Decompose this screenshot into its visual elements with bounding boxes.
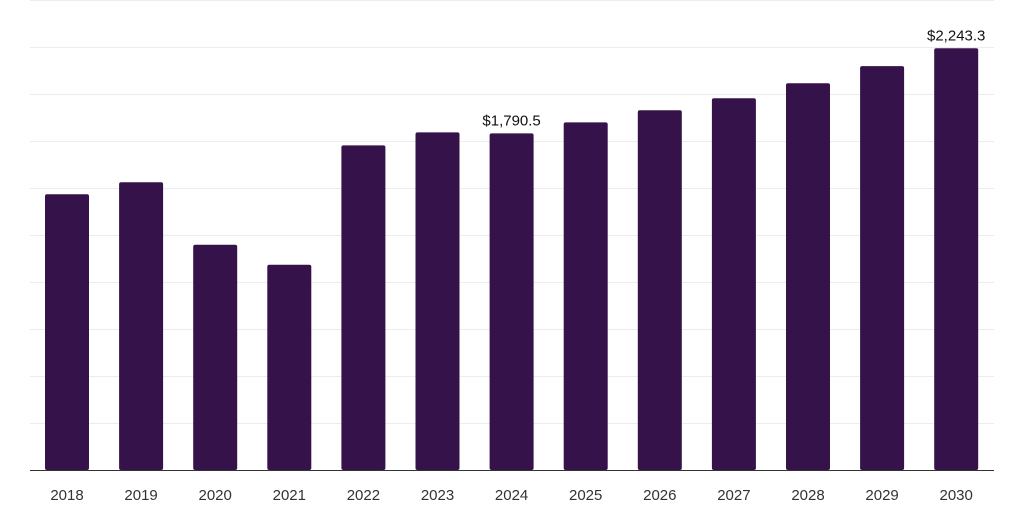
x-tick-label-2020: 2020 [199,487,232,504]
data-label-2030: $2,243.3 [927,27,985,44]
bar-2023[interactable] [415,132,460,470]
x-tick-label-2027: 2027 [717,487,750,504]
bar-2027[interactable] [711,98,756,471]
bar-2030[interactable] [934,48,979,471]
bar-2021[interactable] [267,264,312,470]
bar-series [45,48,979,471]
x-tick-label-2024: 2024 [495,487,528,504]
bar-2029[interactable] [860,66,905,470]
bar-2025[interactable] [563,122,608,471]
x-tick-label-2026: 2026 [643,487,676,504]
bar-2018[interactable] [45,194,89,470]
bar-2020[interactable] [193,244,238,470]
data-labels: $1,790.5 $2,243.3 [482,27,985,129]
bar-2022[interactable] [341,145,386,470]
x-tick-label-2018: 2018 [50,487,83,504]
x-tick-label-2025: 2025 [569,487,602,504]
bar-2028[interactable] [786,83,830,470]
data-label-2024: $1,790.5 [482,112,540,129]
bar-2026[interactable] [637,110,682,471]
x-tick-label-2030: 2030 [940,487,973,504]
bar-2024[interactable] [489,133,534,470]
x-tick-label-2029: 2029 [865,487,898,504]
bar-2019[interactable] [119,182,164,470]
x-tick-label-2021: 2021 [273,487,306,504]
x-tick-label-2019: 2019 [124,487,157,504]
x-tick-label-2028: 2028 [791,487,824,504]
x-tick-label-2022: 2022 [347,487,380,504]
x-tick-label-2023: 2023 [421,487,454,504]
x-axis-tick-labels: 2018 2019 2020 2021 2022 2023 2024 2025 2026 2027… [50,487,973,504]
